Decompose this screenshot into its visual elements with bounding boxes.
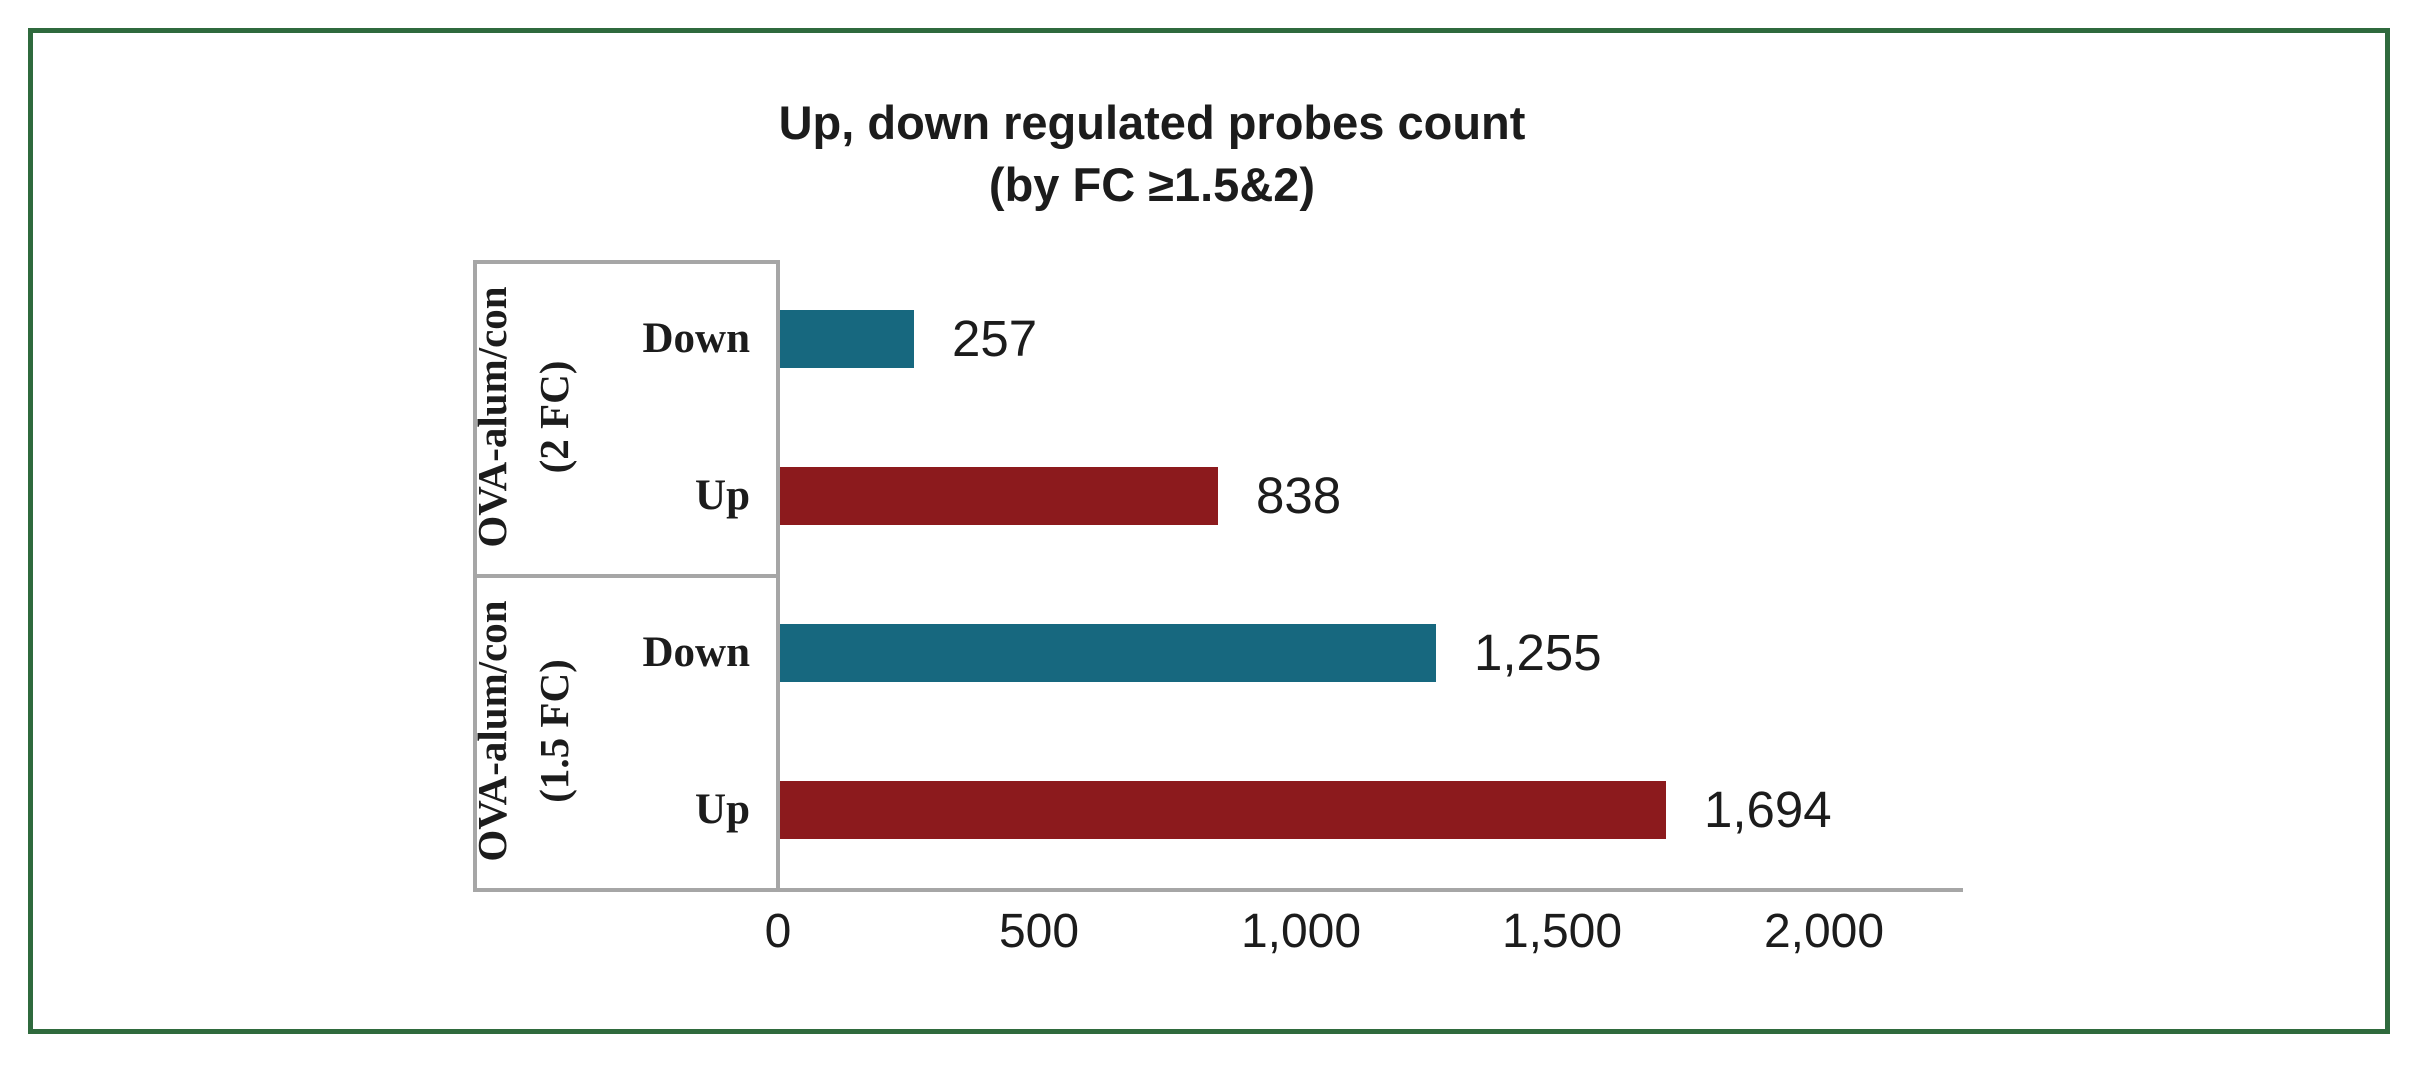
group-axis-label-line: (1.5 FC) <box>531 659 577 803</box>
category-label: Down <box>642 629 750 676</box>
x-tick-label: 500 <box>998 905 1080 958</box>
bar-up <box>780 781 1666 839</box>
x-tick-label: 2,000 <box>1763 905 1885 958</box>
bar-value-label: 838 <box>1256 467 1342 524</box>
category-label: Up <box>695 472 750 519</box>
x-tick-label: 1,000 <box>1240 905 1362 958</box>
bar-value-label: 1,694 <box>1704 781 1832 838</box>
bar-down <box>780 310 914 368</box>
group-axis-label: OVA-alum/con (2 FC) <box>461 237 593 597</box>
chart-title-line2: (by FC ≥1.5&2) <box>988 158 1316 211</box>
chart-title: Up, down regulated probes count (by FC ≥… <box>452 92 1852 216</box>
bar-value-label: 1,255 <box>1474 624 1602 681</box>
bar-up <box>780 467 1218 525</box>
x-axis-line <box>473 888 1963 892</box>
bar-value-label: 257 <box>952 310 1038 367</box>
bar-down <box>780 624 1436 682</box>
category-box-divider-line <box>473 260 780 264</box>
x-tick-label: 1,500 <box>1501 905 1623 958</box>
x-tick-label: 0 <box>764 905 792 958</box>
group-axis-label-line: OVA-alum/con <box>469 600 515 862</box>
category-box-divider-line <box>473 574 780 578</box>
category-label: Down <box>642 315 750 362</box>
group-axis-label: OVA-alum/con (1.5 FC) <box>461 551 593 911</box>
group-axis-label-line: (2 FC) <box>531 360 577 474</box>
group-axis-label-line: OVA-alum/con <box>469 286 515 548</box>
figure-border-frame <box>28 28 2390 1034</box>
chart-title-line1: Up, down regulated probes count <box>778 96 1526 149</box>
y-axis-line <box>776 260 780 888</box>
category-label: Up <box>695 786 750 833</box>
